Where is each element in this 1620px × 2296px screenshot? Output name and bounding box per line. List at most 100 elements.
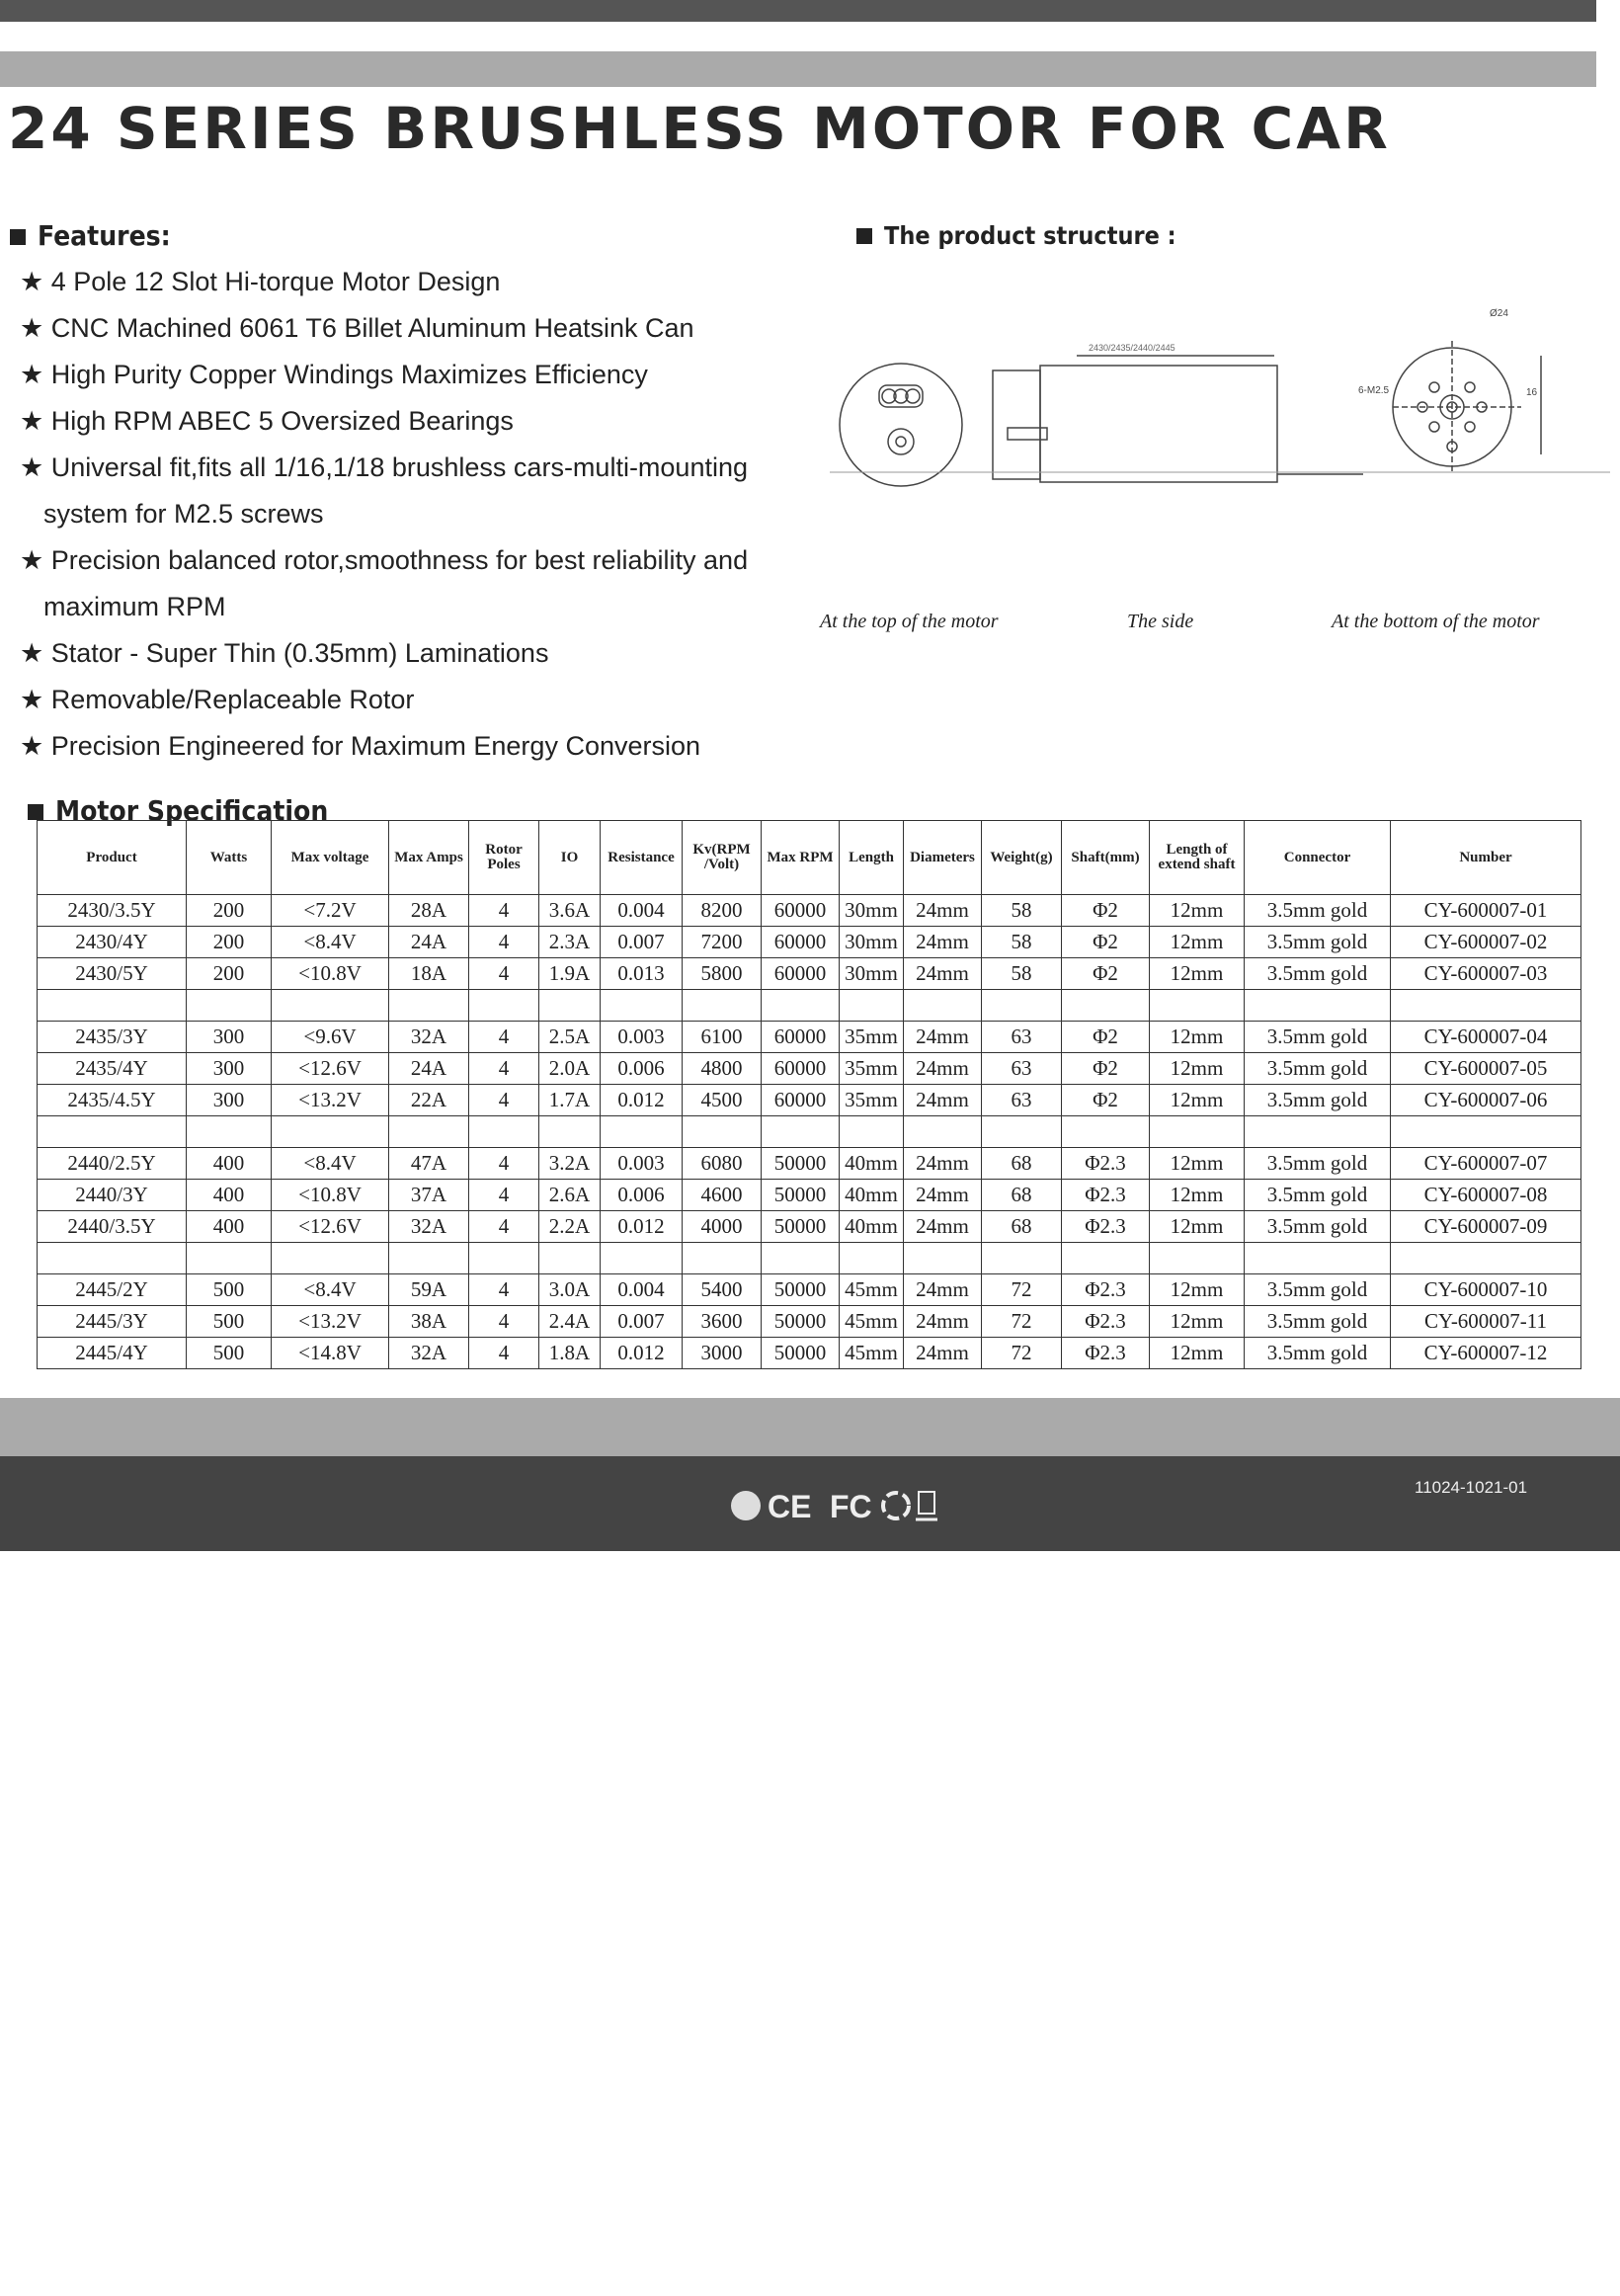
- empty-cell: [1061, 1242, 1150, 1274]
- cell: CY-600007-03: [1390, 957, 1581, 990]
- empty-cell: [186, 1242, 272, 1274]
- doc-code: 11024-1021-01: [1415, 1478, 1528, 1497]
- data-row: 2445/2Y 500 <8.4V 59A 4 3.0A 0.004 5400 50000 45m…: [37, 1273, 1581, 1306]
- cell: 18A: [388, 957, 469, 990]
- empty-cell: [468, 989, 539, 1022]
- cell: <8.4V: [271, 1147, 389, 1180]
- cell: 300: [186, 1084, 272, 1116]
- column-header: Watts: [186, 820, 272, 895]
- cell: 4: [468, 1210, 539, 1243]
- cell: 0.003: [600, 1021, 683, 1053]
- cell: 200: [186, 926, 272, 958]
- column-header: Resistance: [600, 820, 683, 895]
- cell: 24mm: [903, 1273, 982, 1306]
- cert-mark: FC: [830, 1489, 872, 1524]
- column-header: Diameters: [903, 820, 982, 895]
- data-row: 2430/4Y 200 <8.4V 24A 4 2.3A 0.007 7200 60000 30m…: [37, 926, 1581, 958]
- structure-heading: The product structure :: [856, 221, 1176, 250]
- cell: 60000: [761, 926, 840, 958]
- cell: <13.2V: [271, 1305, 389, 1338]
- cell: 24mm: [903, 926, 982, 958]
- cell: CY-600007-02: [1390, 926, 1581, 958]
- cell: 0.007: [600, 926, 683, 958]
- empty-cell: [37, 1242, 187, 1274]
- cell: <12.6V: [271, 1052, 389, 1085]
- caption: At the bottom of the motor: [1332, 611, 1540, 632]
- cell: 60000: [761, 957, 840, 990]
- cell: 12mm: [1149, 1147, 1245, 1180]
- cell: 24mm: [903, 1084, 982, 1116]
- data-row: 2435/3Y 300 <9.6V 32A 4 2.5A 0.003 6100 60000 35m…: [37, 1021, 1581, 1053]
- cell: 3.0A: [538, 1273, 601, 1306]
- cell: 45mm: [839, 1337, 904, 1369]
- cell: 2430/3.5Y: [37, 894, 187, 927]
- empty-cell: [1149, 989, 1245, 1022]
- empty-cell: [981, 1115, 1062, 1148]
- column-header: Rotor Poles: [468, 820, 539, 895]
- cell: Φ2: [1061, 1021, 1150, 1053]
- cell: Φ2: [1061, 926, 1150, 958]
- cell: CY-600007-12: [1390, 1337, 1581, 1369]
- spec-table: Product Watts Max voltage Max Amps Rotor Pol…: [37, 820, 1581, 1369]
- column-header: Max Amps: [388, 820, 469, 895]
- cell: 3.5mm gold: [1244, 1305, 1391, 1338]
- empty-cell: [1390, 1115, 1581, 1148]
- cell: 24mm: [903, 1147, 982, 1180]
- cell: 4: [468, 1021, 539, 1053]
- cell: CY-600007-04: [1390, 1021, 1581, 1053]
- cell: 30mm: [839, 926, 904, 958]
- cell: 2.6A: [538, 1179, 601, 1211]
- cell: 12mm: [1149, 894, 1245, 927]
- cell: 2430/5Y: [37, 957, 187, 990]
- empty-cell: [1390, 1242, 1581, 1274]
- column-header: Length: [839, 820, 904, 895]
- empty-cell: [839, 989, 904, 1022]
- data-row: 2440/2.5Y 400 <8.4V 47A 4 3.2A 0.003 6080 50000 4…: [37, 1147, 1581, 1180]
- empty-cell: [271, 1115, 389, 1148]
- cell: 40mm: [839, 1147, 904, 1180]
- empty-cell: [37, 1115, 187, 1148]
- cell: 12mm: [1149, 1052, 1245, 1085]
- cell: Φ2: [1061, 957, 1150, 990]
- data-row: 2430/3.5Y 200 <7.2V 28A 4 3.6A 0.004 8200 60000 3…: [37, 894, 1581, 927]
- cell: 63: [981, 1084, 1062, 1116]
- cell: 0.012: [600, 1337, 683, 1369]
- empty-cell: [682, 1115, 762, 1148]
- cell: 3.5mm gold: [1244, 1084, 1391, 1116]
- gray-bar: [0, 51, 1596, 87]
- cell: 3000: [682, 1337, 762, 1369]
- cell: 2440/2.5Y: [37, 1147, 187, 1180]
- empty-cell: [903, 1242, 982, 1274]
- column-header: Max voltage: [271, 820, 389, 895]
- cell: 12mm: [1149, 1084, 1245, 1116]
- feature-item: Removable/Replaceable Rotor: [10, 677, 780, 723]
- separator-row: [37, 989, 1581, 1022]
- cell: 3.5mm gold: [1244, 894, 1391, 927]
- empty-cell: [271, 989, 389, 1022]
- cell: 32A: [388, 1021, 469, 1053]
- cell: CY-600007-11: [1390, 1305, 1581, 1338]
- cell: 32A: [388, 1210, 469, 1243]
- feature-item: CNC Machined 6061 T6 Billet Aluminum Hea…: [10, 305, 780, 352]
- empty-cell: [1244, 1242, 1391, 1274]
- cell: 35mm: [839, 1084, 904, 1116]
- cell: 35mm: [839, 1021, 904, 1053]
- empty-cell: [538, 1242, 601, 1274]
- cell: 24A: [388, 926, 469, 958]
- cell: 8200: [682, 894, 762, 927]
- cell: 3.5mm gold: [1244, 1273, 1391, 1306]
- column-header: Weight(g): [981, 820, 1062, 895]
- cell: 0.013: [600, 957, 683, 990]
- cell: 3.5mm gold: [1244, 1147, 1391, 1180]
- empty-cell: [186, 1115, 272, 1148]
- dimension-label: 2430/2435/2440/2445: [1089, 343, 1175, 353]
- caption: The side: [1127, 611, 1194, 632]
- cell: 3.5mm gold: [1244, 1052, 1391, 1085]
- data-row: 2445/3Y 500 <13.2V 38A 4 2.4A 0.007 3600 50000 45…: [37, 1305, 1581, 1338]
- cell: 24mm: [903, 1210, 982, 1243]
- cell: Φ2.3: [1061, 1305, 1150, 1338]
- feature-item: Universal fit,fits all 1/16,1/18 brushle…: [10, 445, 780, 537]
- cell: 3.6A: [538, 894, 601, 927]
- cell: 4600: [682, 1179, 762, 1211]
- cell: 2440/3.5Y: [37, 1210, 187, 1243]
